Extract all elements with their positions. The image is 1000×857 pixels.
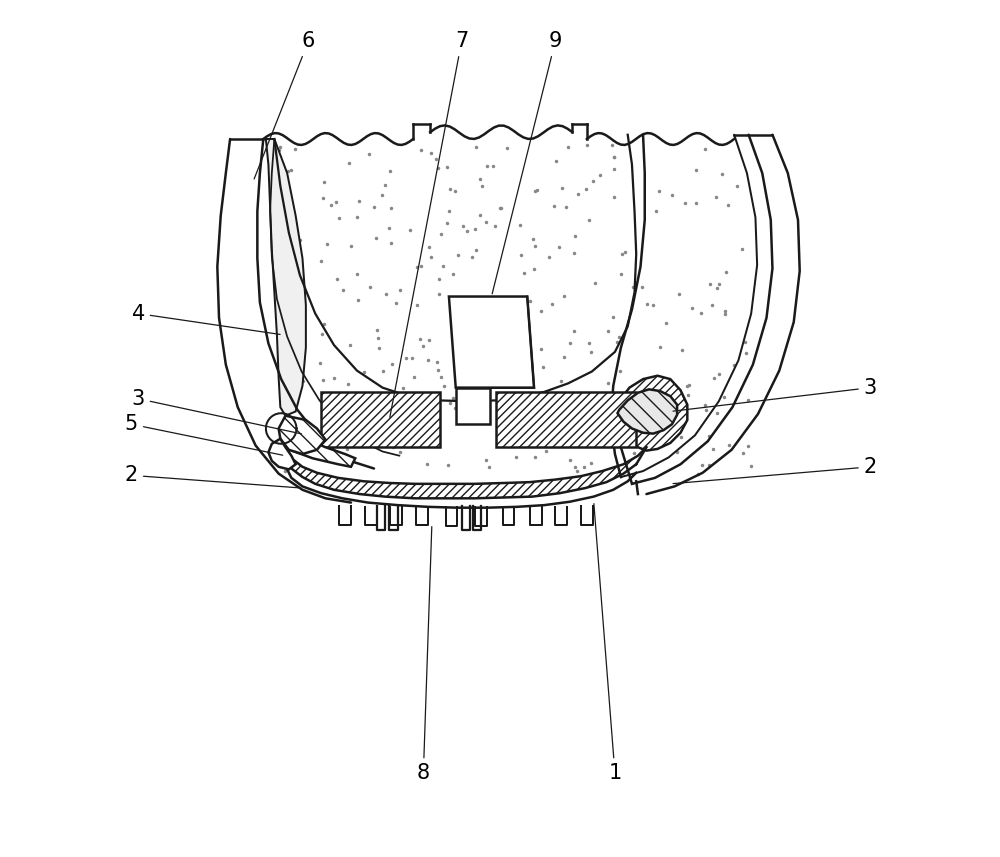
Text: 6: 6 <box>254 31 315 179</box>
Text: 5: 5 <box>125 414 283 455</box>
Polygon shape <box>279 416 325 454</box>
Text: 3: 3 <box>132 389 301 434</box>
Text: 7: 7 <box>390 31 468 417</box>
Text: 2: 2 <box>673 457 877 483</box>
Polygon shape <box>449 297 534 387</box>
Text: 4: 4 <box>132 303 280 334</box>
Polygon shape <box>617 389 677 434</box>
Text: 8: 8 <box>417 527 432 783</box>
Polygon shape <box>266 139 306 416</box>
Polygon shape <box>615 375 687 451</box>
Polygon shape <box>283 447 646 498</box>
Polygon shape <box>321 392 440 447</box>
Polygon shape <box>283 433 355 467</box>
Text: 2: 2 <box>125 465 300 488</box>
Text: 1: 1 <box>594 504 622 783</box>
Polygon shape <box>496 392 636 447</box>
Polygon shape <box>268 439 296 470</box>
Text: 3: 3 <box>673 378 877 411</box>
Text: 9: 9 <box>492 31 562 294</box>
Polygon shape <box>456 387 490 424</box>
